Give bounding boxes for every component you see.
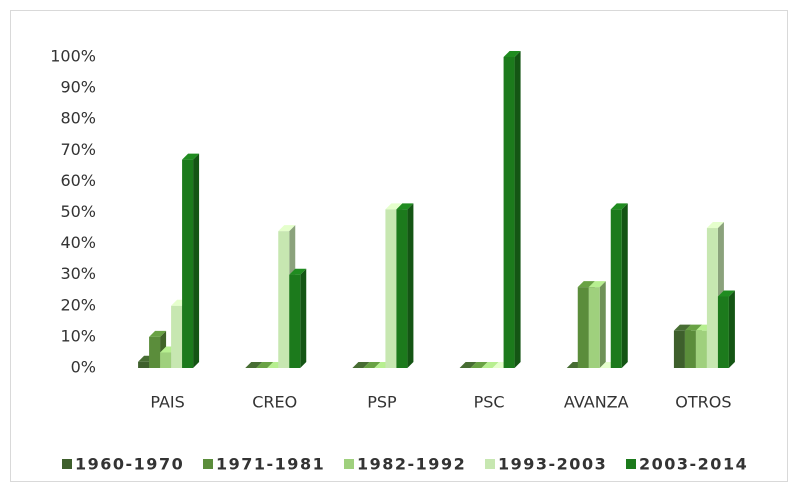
y-tick-label: 50% [60,202,96,221]
bar-front [717,296,729,368]
bar-front [577,287,589,368]
bar-top [256,362,274,368]
y-tick-label: 20% [60,295,96,314]
bar-top [470,362,488,368]
legend-label: 1982-1992 [357,455,466,474]
y-tick-label: 90% [60,78,96,97]
y-tick-label: 60% [60,171,96,190]
bar [396,203,414,368]
bar-front [182,159,194,368]
bar-top [503,51,521,57]
legend-label: 1993-2003 [498,455,607,474]
bar-side [193,153,200,368]
bar [503,51,521,368]
bar-top [610,203,628,210]
legend-label: 2003-2014 [639,455,748,474]
bar-front [385,209,397,368]
bar-front [695,330,707,368]
x-tick-label: OTROS [675,393,731,412]
bar-side [599,281,606,368]
bar-front [588,287,600,368]
legend-swatch [485,459,495,469]
bar-front [673,330,685,368]
bar-front [684,330,696,368]
y-tick-label: 40% [60,233,96,252]
bar [289,268,307,368]
bar-top [673,324,691,331]
bar-top [396,203,414,210]
bar [182,153,200,368]
bar-side [300,268,307,368]
bar [245,362,263,368]
x-tick-label: CREO [252,393,297,412]
bar-front [149,336,161,368]
bar-top [278,225,296,232]
bar [610,203,628,368]
bar-front [289,274,301,368]
y-tick-label: 80% [60,109,96,128]
bar-side [621,203,628,368]
bar-front [396,209,408,368]
legend-swatch [344,459,354,469]
legend-swatch [203,459,213,469]
bar-top [245,362,263,368]
legend-label: 1960-1970 [75,455,184,474]
bar-top [706,222,724,229]
y-tick-label: 30% [60,264,96,283]
legend-swatch [626,459,636,469]
y-tick-label: 0% [71,358,96,377]
bar-top [385,203,403,210]
bar-side [728,290,735,368]
bar [717,290,735,368]
bar-front [138,361,150,368]
bar-front [171,305,183,368]
x-tick-label: AVANZA [564,393,629,412]
bar [481,362,499,368]
bar-top [352,362,370,368]
bar [470,362,488,368]
bar-front [706,228,718,368]
x-tick-label: PSC [474,393,505,412]
bar-side [514,51,521,368]
bar-top [717,290,735,297]
bar-top [182,153,200,160]
bar [256,362,274,368]
y-tick-label: 70% [60,140,96,159]
bar-front [503,57,515,368]
bar-front [610,209,622,368]
y-tick-label: 100% [50,47,96,66]
x-tick-label: PAIS [150,393,184,412]
bar-top [684,324,702,331]
bar-front [278,231,290,368]
x-tick-label: PSP [367,393,397,412]
bar [459,362,477,368]
bar-side [407,203,414,368]
bar [588,281,606,368]
legend-label: 1971-1981 [216,455,325,474]
bar-top [577,281,595,288]
bar-top [289,268,307,275]
bar-top [149,330,167,337]
bar-top [588,281,606,288]
legend-swatch [62,459,72,469]
bar-front [160,352,172,368]
bar [363,362,381,368]
bar-top [459,362,477,368]
bar [352,362,370,368]
y-tick-label: 10% [60,326,96,345]
bar-top [363,362,381,368]
bar-top [481,362,499,368]
